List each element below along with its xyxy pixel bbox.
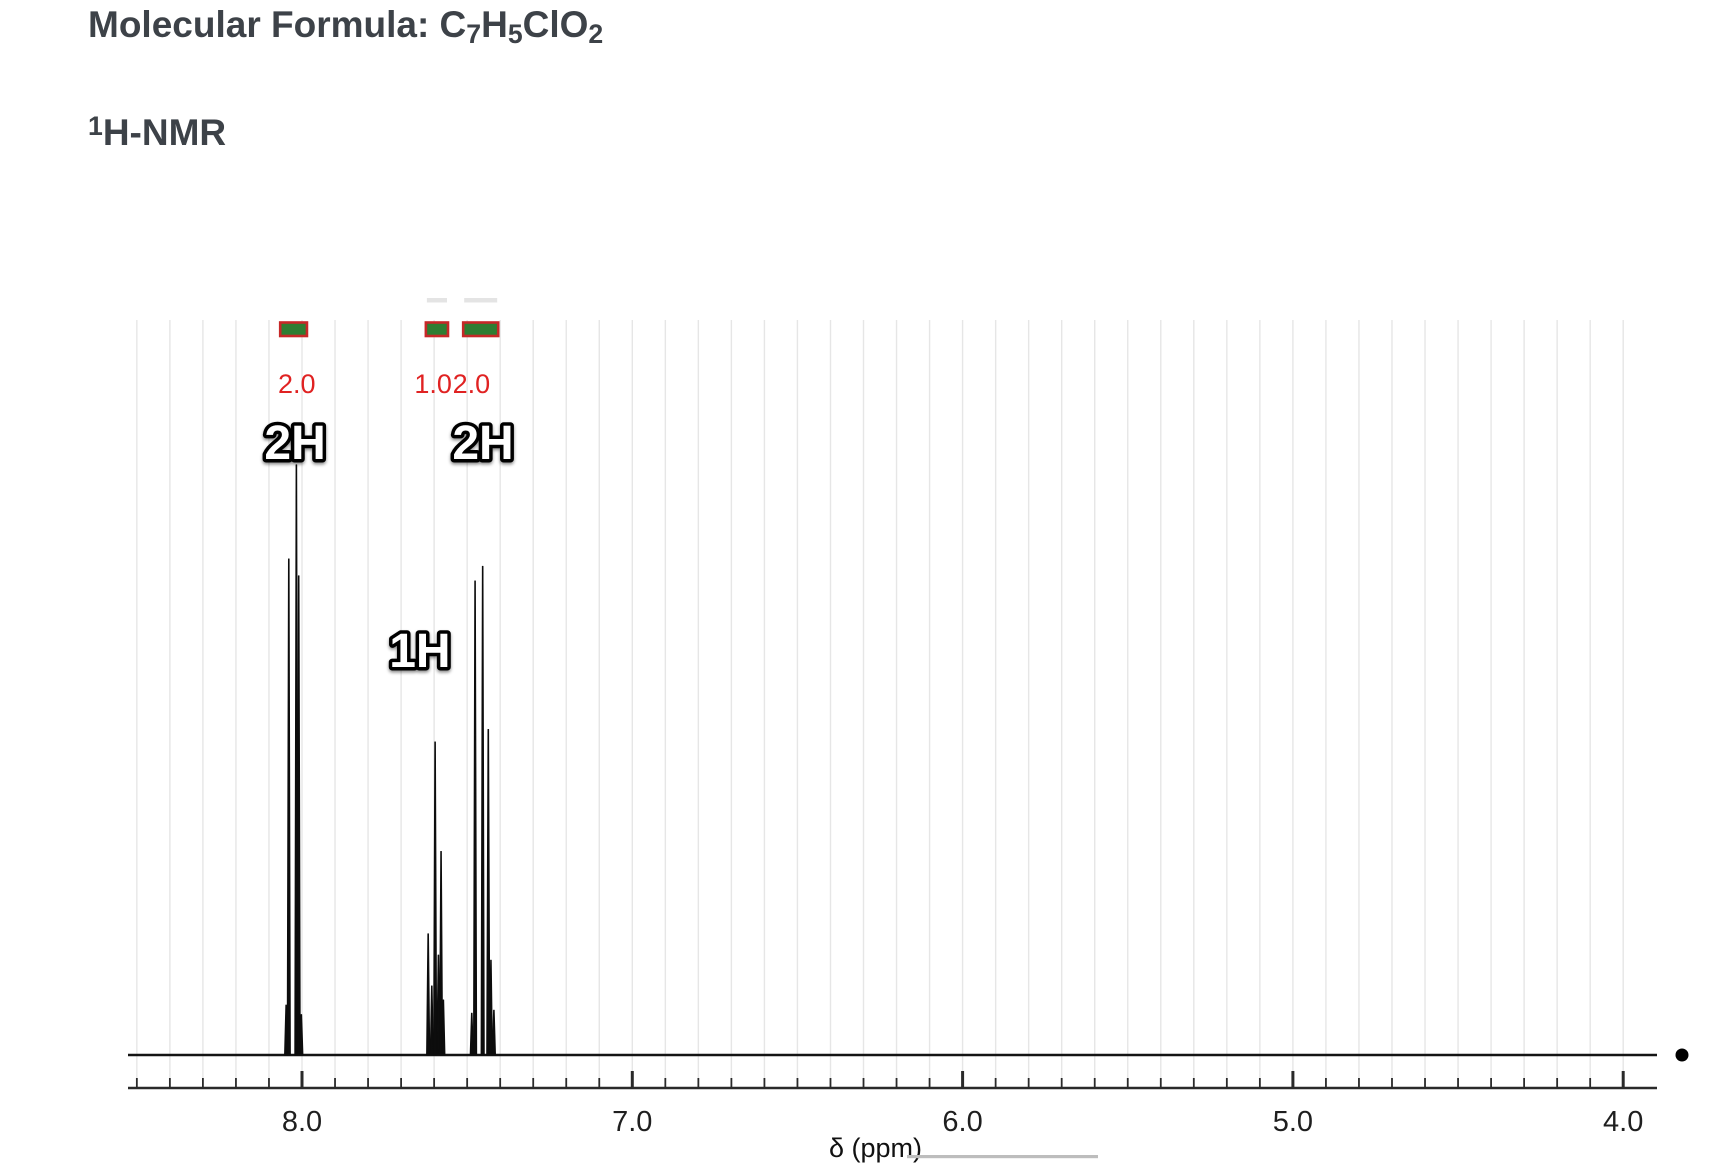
integration-region-marker — [461, 321, 500, 338]
peak-line — [491, 1009, 497, 1056]
molecular-formula-title: Molecular Formula: C7H5ClO2 — [88, 4, 604, 49]
formula-seg-h: H — [481, 4, 508, 45]
x-axis-ticks — [135, 1071, 1625, 1088]
peak-line — [433, 741, 438, 1056]
proton-count-label: 2H — [264, 417, 325, 470]
axis-tick-label: 5.0 — [1273, 1106, 1313, 1138]
nmr-superscript-1: 1 — [88, 110, 103, 141]
axis-tick-label: 4.0 — [1603, 1106, 1643, 1138]
formula-subscript-7: 7 — [466, 18, 482, 49]
peak-line — [472, 580, 478, 1056]
integral-value: 1.0 — [414, 369, 452, 399]
formula-seg-clo: ClO — [522, 4, 589, 45]
peak-line — [488, 959, 494, 1056]
formula-subscript-2: 2 — [588, 18, 604, 49]
peak-line — [480, 565, 485, 1056]
formula-prefix: Molecular Formula: C — [88, 4, 467, 45]
formula-subscript-5: 5 — [507, 18, 523, 49]
trace-end-dot — [1675, 1048, 1689, 1062]
nmr-title-text: H-NMR — [102, 112, 227, 153]
integration-region-marker — [278, 321, 309, 338]
axis-tick-label: 7.0 — [612, 1106, 652, 1138]
nmr-section-title: 1H-NMR — [88, 110, 227, 154]
peak-line — [426, 933, 431, 1056]
peak-line — [441, 999, 446, 1056]
peak-line — [299, 1014, 304, 1056]
proton-count-label: 1H — [389, 625, 450, 678]
peak-line — [469, 1012, 474, 1056]
x-axis-title: δ (ppm) — [829, 1133, 922, 1163]
spectrum-peaks — [284, 464, 497, 1056]
gray-underline — [907, 1155, 1098, 1159]
proton-count-label: 2H — [452, 417, 513, 470]
peak-line — [429, 985, 434, 1056]
integral-ghost-dash — [464, 298, 498, 303]
peak-line — [286, 558, 291, 1056]
peak-line — [486, 728, 491, 1056]
integral-value: 2.0 — [453, 369, 491, 399]
integral-value: 2.0 — [278, 369, 316, 399]
integral-ghost-dash — [426, 298, 447, 303]
integration-region-marker — [424, 321, 450, 338]
gridlines — [136, 320, 1624, 1088]
axis-tick-label: 8.0 — [282, 1106, 322, 1138]
axis-tick-label: 6.0 — [942, 1106, 982, 1138]
